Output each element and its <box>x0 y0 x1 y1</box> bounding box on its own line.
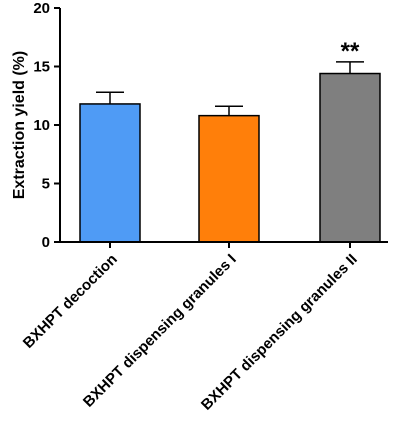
bar <box>79 103 141 243</box>
y-tick-label: 0 <box>42 234 50 251</box>
error-bar <box>215 105 243 116</box>
annotations: ** <box>341 38 360 65</box>
error-bars <box>96 61 364 116</box>
y-tick-label: 20 <box>33 0 50 17</box>
bar <box>198 114 260 243</box>
y-tick-label: 10 <box>33 117 50 134</box>
error-bar <box>96 91 124 104</box>
significance-marker: ** <box>341 38 360 65</box>
bars <box>79 72 381 243</box>
y-tick-label: 15 <box>33 59 50 76</box>
bar <box>319 72 381 243</box>
error-bar <box>336 61 364 74</box>
y-axis-title: Extraction yield (%) <box>11 51 28 199</box>
y-tick-label: 5 <box>42 176 50 193</box>
y-axis-ticks: 0 5 10 15 20 <box>33 0 60 251</box>
x-tick-label: BXHPT decoction <box>20 251 121 352</box>
